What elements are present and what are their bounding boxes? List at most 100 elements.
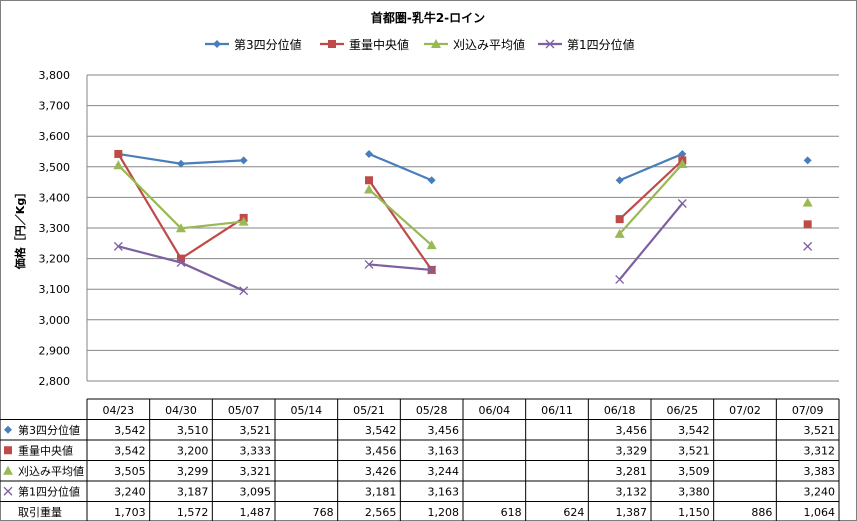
data-label: 3,542 xyxy=(114,424,146,437)
table-row-label: 第1四分位値 xyxy=(18,484,80,498)
y-tick-label: 3,500 xyxy=(39,161,71,174)
data-label: 3,505 xyxy=(114,465,146,478)
data-point xyxy=(239,156,248,165)
data-point xyxy=(615,274,625,284)
data-label: 3,281 xyxy=(616,465,648,478)
data-label: 1,150 xyxy=(678,506,710,519)
series-triangle xyxy=(113,159,813,250)
data-label: 3,521 xyxy=(240,424,272,437)
data-label: 3,240 xyxy=(114,485,146,498)
series-line xyxy=(368,188,433,246)
data-point xyxy=(176,258,186,268)
data-point xyxy=(113,241,123,251)
data-label: 3,163 xyxy=(428,444,460,457)
data-table: 04/23 04/30 05/07 05/14 05/21 05/28 06/04 06/11… xyxy=(0,398,840,521)
data-label: 3,312 xyxy=(804,444,836,457)
data-label: 3,509 xyxy=(678,465,710,478)
data-label: 3,187 xyxy=(177,485,209,498)
data-point xyxy=(427,265,437,275)
series-line xyxy=(618,163,684,235)
data-point xyxy=(4,425,12,434)
data-label: 3,240 xyxy=(804,485,836,498)
y-tick-label: 3,700 xyxy=(39,100,71,113)
data-label: 3,333 xyxy=(240,444,272,457)
table-row-label: 刈込み平均値 xyxy=(18,465,84,478)
series-line xyxy=(618,202,684,281)
data-point xyxy=(802,197,813,207)
data-point xyxy=(239,286,249,296)
x-tick-label: 07/09 xyxy=(792,404,824,417)
data-label: 3,329 xyxy=(616,444,648,457)
series-line xyxy=(368,152,433,182)
data-point xyxy=(213,40,221,48)
data-label: 3,299 xyxy=(177,465,209,478)
data-point xyxy=(431,39,441,48)
data-label: 3,456 xyxy=(616,424,648,437)
series-line xyxy=(117,153,245,261)
data-label: 1,064 xyxy=(804,506,836,519)
data-label: 768 xyxy=(313,506,334,519)
x-tick-label: 06/18 xyxy=(604,404,636,417)
y-tick-label: 3,400 xyxy=(39,191,71,204)
series-x xyxy=(113,199,813,296)
data-point xyxy=(364,259,374,269)
y-tick-label: 2,800 xyxy=(39,375,71,388)
y-tick-label: 3,200 xyxy=(39,253,71,266)
table-row-label: 第3四分位値 xyxy=(18,423,80,437)
data-label: 2,565 xyxy=(365,506,397,519)
data-point xyxy=(614,228,625,238)
table-row-label: 取引重量 xyxy=(18,505,62,519)
data-point xyxy=(615,215,624,224)
data-point xyxy=(113,160,124,170)
data-label: 3,200 xyxy=(177,444,209,457)
data-label: 3,383 xyxy=(804,465,836,478)
legend-label: 刈込み平均値 xyxy=(453,37,525,52)
data-label: 1,387 xyxy=(616,506,648,519)
data-point xyxy=(677,159,688,169)
series-square xyxy=(114,149,812,274)
x-tick-label: 07/02 xyxy=(729,404,761,417)
data-point xyxy=(114,149,123,158)
data-label: 3,095 xyxy=(240,485,272,498)
table-row-label: 重量中央値 xyxy=(18,443,73,457)
x-tick-label: 05/14 xyxy=(290,404,322,417)
data-label: 624 xyxy=(563,506,584,519)
data-point xyxy=(803,220,812,229)
data-label: 3,521 xyxy=(678,444,710,457)
data-point xyxy=(177,159,185,168)
data-point xyxy=(545,39,555,49)
y-tick-label: 3,000 xyxy=(39,314,71,327)
data-label: 3,521 xyxy=(804,424,836,437)
x-tick-label: 06/11 xyxy=(541,404,573,417)
data-label: 3,426 xyxy=(365,465,397,478)
data-point xyxy=(4,446,12,455)
y-tick-label: 3,600 xyxy=(39,130,71,143)
data-label: 1,572 xyxy=(177,506,209,519)
y-tick-label: 3,300 xyxy=(39,222,71,235)
data-label: 3,132 xyxy=(616,485,648,498)
data-label: 1,208 xyxy=(428,506,460,519)
y-tick-labels: 2,800 2,900 3,000 3,100 3,200 3,300 3,400 3,500… xyxy=(39,69,71,388)
data-point xyxy=(328,40,336,48)
chart-title: 首都圏-乳牛2-ロイン xyxy=(371,10,485,25)
data-point xyxy=(3,486,13,496)
series-lines xyxy=(113,149,813,296)
gridlines xyxy=(86,74,839,382)
x-tick-label: 05/28 xyxy=(416,404,448,417)
data-point xyxy=(365,149,373,158)
legend-label: 第1四分位値 xyxy=(567,37,635,52)
data-label: 1,703 xyxy=(114,506,146,519)
x-tick-label: 05/21 xyxy=(353,404,385,417)
data-label: 3,542 xyxy=(365,424,397,437)
data-point xyxy=(803,156,812,165)
data-point xyxy=(238,216,249,226)
y-tick-label: 3,100 xyxy=(39,283,71,296)
data-point xyxy=(364,184,374,194)
data-label: 3,542 xyxy=(678,424,710,437)
x-tick-label: 06/04 xyxy=(478,404,510,417)
legend-label: 第3四分位値 xyxy=(234,37,302,52)
x-tick-label: 04/30 xyxy=(165,404,197,417)
data-label: 3,163 xyxy=(428,485,460,498)
y-axis-label: 価格［円／Kg］ xyxy=(13,187,27,270)
